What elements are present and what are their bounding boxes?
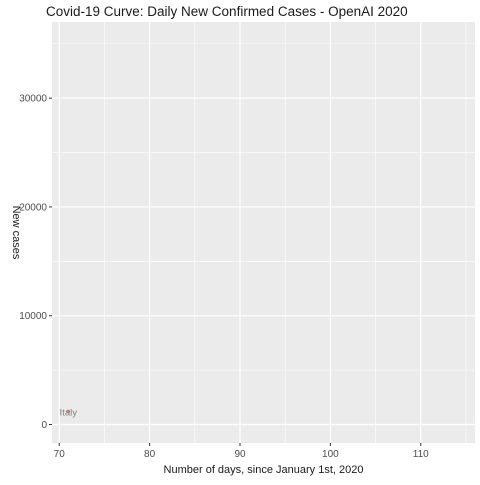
x-tick-label: 90 (234, 449, 246, 460)
plot-panel (52, 22, 475, 443)
chart-title: Covid-19 Curve: Daily New Confirmed Case… (46, 4, 408, 19)
y-tick-label: 20000 (19, 202, 47, 213)
grid-minor (52, 22, 475, 443)
x-tick-label: 70 (54, 449, 66, 460)
x-tick-label: 100 (322, 449, 339, 460)
y-axis: 0 10000 20000 30000 (19, 94, 52, 431)
data-label: Italy (60, 407, 78, 418)
y-tick-label: 10000 (19, 311, 47, 322)
x-tick-label: 110 (413, 449, 429, 460)
data-marks: Italy (60, 407, 78, 418)
y-tick-label: 30000 (19, 94, 47, 105)
x-axis-label: Number of days, since January 1st, 2020 (164, 464, 364, 476)
x-axis: 70 80 90 100 110 (54, 443, 429, 460)
x-tick-label: 80 (144, 449, 156, 460)
y-tick-label: 0 (41, 420, 47, 431)
data-point (66, 409, 71, 414)
y-axis-label: New cases (10, 206, 22, 260)
grid-major (52, 22, 475, 443)
